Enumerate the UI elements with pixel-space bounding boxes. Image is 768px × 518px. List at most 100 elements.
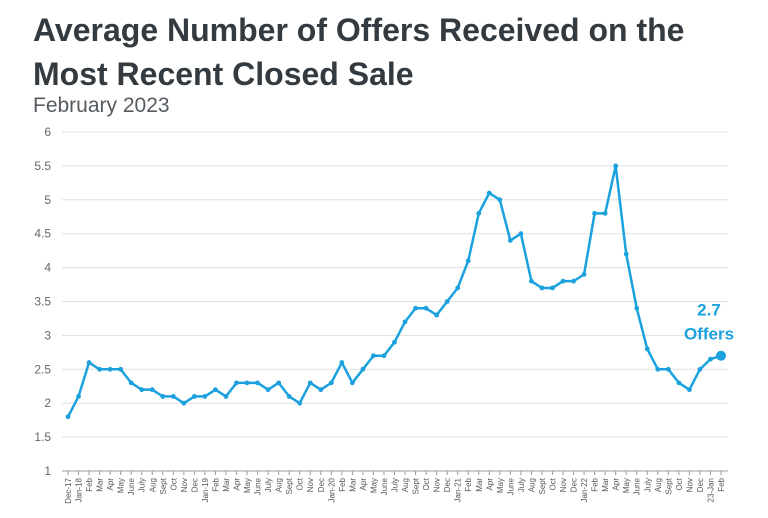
data-point (623, 251, 629, 257)
x-tick-label: Dec (317, 478, 326, 492)
data-point (202, 394, 208, 399)
data-point (265, 387, 271, 393)
x-tick-label: May (496, 478, 505, 493)
x-tick-label: Mar (222, 478, 231, 492)
data-point (571, 278, 576, 284)
data-point (518, 231, 524, 237)
data-point (687, 387, 692, 393)
x-tick-label: Oct (548, 477, 557, 490)
x-tick-label: June (633, 477, 642, 495)
data-point (655, 366, 661, 372)
y-tick-label: 4.5 (34, 227, 51, 241)
x-tick-label: Apr (612, 478, 621, 491)
x-tick-label: July (643, 478, 652, 492)
data-point (434, 312, 440, 318)
x-tick-label: Apr (359, 478, 368, 491)
y-axis-ticks: 1 1.5 2 2.5 3 3.5 4 4.5 5 5.5 6 (34, 125, 51, 478)
data-point (634, 305, 640, 311)
data-point (497, 197, 503, 203)
x-tick-label: Mar (96, 478, 105, 492)
y-tick-label: 3 (44, 328, 51, 342)
data-point (160, 394, 166, 399)
data-point (65, 414, 71, 420)
data-point (139, 387, 145, 393)
data-point (191, 394, 197, 399)
x-tick-label: Sept (664, 477, 673, 494)
data-point (97, 366, 102, 372)
y-tick-label: 5 (44, 193, 51, 207)
data-point (465, 258, 471, 264)
annotation: 2.7 Offers (684, 301, 734, 344)
data-point (297, 400, 303, 406)
x-tick-label: Nov (433, 478, 442, 492)
data-point (402, 319, 408, 325)
data-point (507, 238, 513, 243)
chart-title: Average Number of Offers Received on the… (33, 12, 685, 92)
data-point (244, 380, 250, 386)
data-points (65, 163, 726, 420)
x-tick-label: July (517, 478, 526, 492)
y-tick-label: 6 (44, 125, 51, 139)
x-tick-label: Nov (559, 478, 568, 492)
x-tick-label: Nov (180, 478, 189, 492)
data-point (371, 353, 376, 359)
data-point (529, 278, 534, 284)
gridlines (62, 131, 728, 472)
data-point (560, 278, 566, 284)
data-point (307, 380, 313, 386)
y-tick-label: 1 (44, 464, 51, 478)
x-tick-label: Mar (601, 478, 610, 492)
x-tick-label: June (254, 477, 263, 495)
data-point (708, 356, 713, 362)
x-tick-label: Jan-19 (201, 477, 210, 502)
x-tick-label: Aug (401, 478, 410, 492)
x-tick-label: Sept (285, 477, 294, 494)
x-tick-label: Jan-21 (454, 477, 463, 502)
x-tick-label: Aug (275, 478, 284, 492)
x-tick-label: Feb (211, 477, 220, 491)
data-point (444, 299, 450, 304)
x-tick-label: Feb (591, 477, 600, 491)
x-tick-label: Dec-17 (64, 477, 73, 503)
x-tick-label: Dec (696, 478, 705, 492)
annotation-value: 2.7 (697, 301, 721, 320)
data-point (213, 387, 218, 393)
data-point (697, 366, 703, 372)
data-point (76, 394, 81, 399)
data-point (455, 285, 461, 291)
x-tick-label: Nov (685, 478, 694, 492)
data-point (286, 394, 292, 399)
data-point (339, 360, 345, 365)
x-tick-label: Jan-18 (75, 477, 84, 502)
x-tick-label: June (380, 477, 389, 495)
data-point (276, 380, 282, 386)
data-point (716, 350, 726, 361)
data-point (107, 366, 113, 372)
data-point (613, 163, 619, 169)
y-tick-label: 2.5 (34, 362, 51, 376)
data-point (550, 285, 555, 291)
data-point (128, 380, 134, 386)
data-point (255, 380, 260, 386)
data-point (539, 285, 545, 291)
data-point (328, 380, 334, 386)
data-point (360, 366, 366, 372)
x-tick-label: July (138, 478, 147, 492)
x-tick-label: Dec (570, 478, 579, 492)
data-point (486, 190, 492, 196)
x-tick-label: Oct (169, 477, 178, 490)
x-tick-label: Apr (485, 478, 494, 491)
y-tick-label: 2 (44, 396, 51, 410)
x-axis-ticks: Dec-17 Jan-18 Feb Mar Apr May June July Aug Sept O… (64, 471, 726, 504)
x-tick-label: 23-Jan (706, 478, 715, 502)
data-point (223, 394, 229, 399)
data-point (423, 305, 429, 311)
data-point (381, 353, 387, 359)
x-tick-label: Sept (159, 477, 168, 494)
data-point (476, 210, 482, 216)
x-tick-label: Mar (348, 478, 357, 492)
data-point (149, 387, 155, 393)
x-tick-label: Oct (296, 477, 305, 490)
x-tick-label: May (117, 478, 126, 493)
